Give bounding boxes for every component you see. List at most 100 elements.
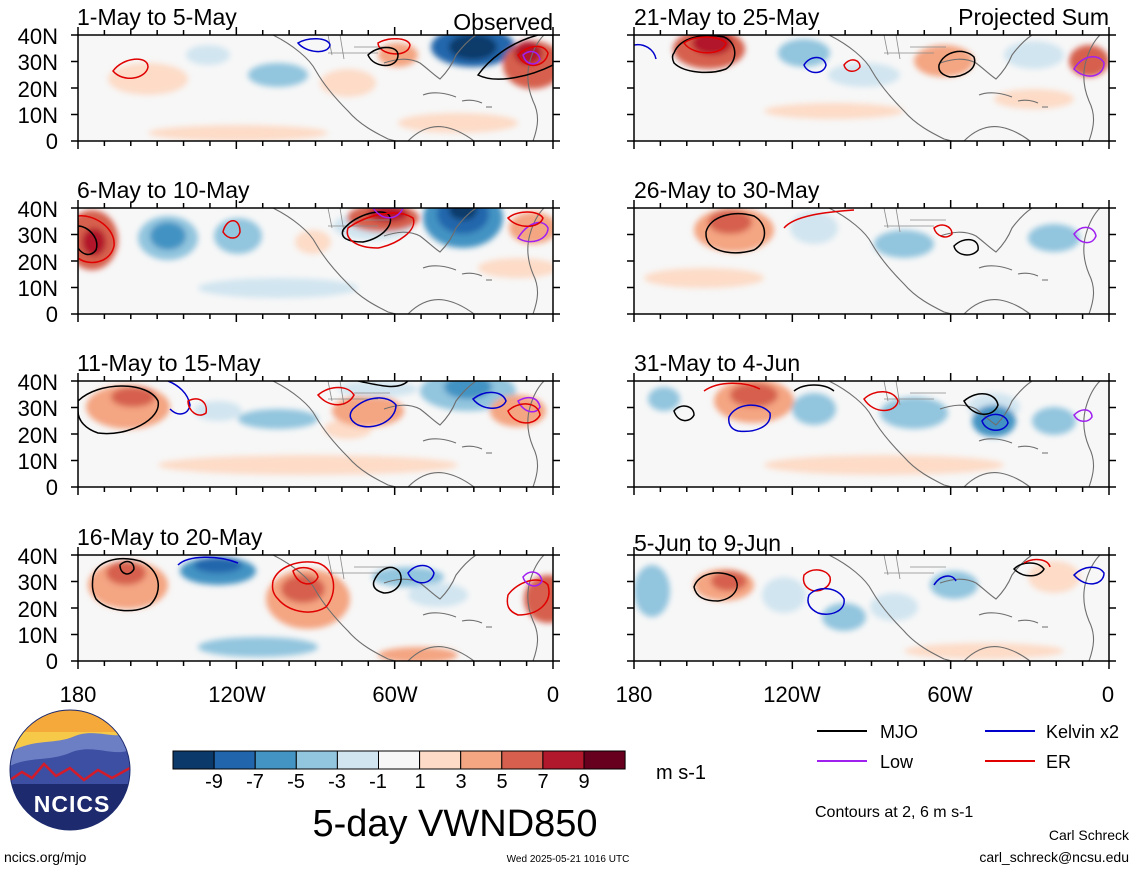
wave-contour — [292, 566, 319, 585]
colorbar-swatch — [542, 750, 585, 770]
wind-anomaly-shading — [764, 103, 904, 119]
colorbar-swatch — [501, 750, 544, 770]
wind-anomaly-shading — [822, 603, 866, 631]
map-panels — [71, 27, 1116, 669]
wave-contour — [471, 391, 507, 409]
axis-ticks — [71, 373, 560, 495]
lon-tick-label: 120W — [208, 682, 266, 707]
wave-contour — [953, 238, 979, 256]
coastline — [422, 92, 492, 108]
product-title: 5-day VWND850 — [312, 803, 597, 845]
observed-header: Observed — [453, 9, 553, 35]
wave-contour — [522, 571, 543, 587]
legend-label-er: ER — [1046, 752, 1071, 772]
wind-anomaly-shading — [490, 395, 546, 427]
state-borders — [327, 208, 390, 233]
panel-title: 21-May to 25-May — [634, 4, 820, 30]
colorbar-swatch — [336, 750, 379, 770]
colorbar-tick-label: 3 — [455, 771, 466, 793]
lon-tick-label: 60W — [372, 682, 417, 707]
lat-tick-label: 30N — [18, 570, 58, 595]
colorbar-swatch — [254, 750, 297, 770]
wind-anomaly-shading — [634, 565, 670, 617]
panel-title: 5-Jun to 9-Jun — [634, 530, 781, 556]
coastline — [828, 555, 1101, 661]
colorbar-tick-label: -7 — [246, 771, 264, 793]
wind-anomaly-shading — [198, 278, 358, 298]
map-panel — [71, 373, 560, 495]
wave-contour — [112, 58, 149, 79]
wind-anomaly-shading — [198, 637, 318, 657]
wave-contour — [1073, 409, 1093, 422]
wave-contour — [506, 579, 550, 616]
wind-anomaly-shading — [332, 395, 404, 427]
panel-title: 16-May to 20-May — [77, 524, 263, 550]
colorbar-swatch — [295, 750, 338, 770]
wind-anomaly-shading — [398, 113, 518, 133]
axis-ticks — [71, 200, 560, 322]
wind-anomaly-shading — [994, 89, 1074, 109]
ncics-logo: NCICS — [9, 709, 131, 831]
lat-tick-label: 0 — [46, 475, 58, 500]
coastline — [828, 208, 1101, 314]
wind-anomaly-shading — [82, 228, 106, 256]
wind-anomaly-shading — [730, 383, 778, 407]
wind-anomaly-shading — [320, 69, 376, 97]
wave-contour — [682, 36, 727, 54]
coastline — [978, 612, 1048, 628]
wind-anomaly-shading — [880, 397, 948, 429]
wind-anomaly-shading — [972, 405, 1016, 437]
wave-contour — [981, 413, 1009, 431]
wind-anomaly-shading — [408, 583, 468, 607]
lat-axis-labels: 40N 30N 20N 10N 0 40N 30N 20N 10N 0 40N … — [18, 24, 58, 674]
colorbar-tick-label: 9 — [578, 771, 589, 793]
lat-tick-label: 0 — [46, 649, 58, 674]
wave-contour — [963, 393, 999, 415]
wave-contour — [296, 38, 331, 53]
colorbar-swatch — [460, 750, 503, 770]
author-email: carl_schreck@ncsu.edu — [979, 849, 1129, 865]
coastline — [828, 381, 1101, 487]
wind-anomaly-shading — [708, 210, 752, 234]
wind-anomaly-shading — [1028, 561, 1080, 593]
wave-contour — [793, 384, 835, 392]
colorbar-swatch — [583, 750, 626, 770]
wave-contour — [78, 385, 159, 435]
wind-anomaly-shading — [437, 208, 489, 234]
legend-label-kelvin: Kelvin x2 — [1046, 722, 1119, 742]
contour-note: Contours at 2, 6 m s-1 — [815, 804, 973, 821]
wind-anomaly-shading — [295, 230, 331, 254]
wave-contour — [222, 220, 241, 239]
wave-contour — [506, 211, 544, 227]
wind-anomaly-shading — [449, 208, 477, 220]
wind-anomaly-shading — [792, 393, 836, 425]
wave-contour — [705, 212, 766, 254]
wave-contour — [703, 382, 761, 392]
wind-anomaly-shading — [281, 575, 325, 603]
wave-contour — [1073, 56, 1105, 77]
colorbar-tick-label: -3 — [328, 771, 346, 793]
map-panel — [71, 200, 560, 322]
state-borders — [883, 208, 946, 233]
colorbar-tick-label: 1 — [414, 771, 425, 793]
wind-anomaly-shading — [148, 125, 328, 141]
lon-axis-labels: 180 120W 60W 0 180 120W 60W 0 — [60, 682, 1114, 707]
site-url: ncics.org/mjo — [4, 849, 87, 865]
axis-ticks — [627, 200, 1116, 322]
wind-anomaly-shading — [930, 571, 978, 599]
coastline — [272, 208, 545, 314]
wave-contour — [349, 397, 397, 428]
lon-tick-label: 180 — [616, 682, 653, 707]
coastline — [978, 265, 1048, 281]
coastline — [978, 438, 1048, 454]
wind-anomaly-shading — [158, 455, 458, 475]
wind-anomaly-shading — [914, 45, 974, 77]
wind-anomaly-shading — [478, 258, 553, 278]
colorbar-tick-label: -1 — [369, 771, 387, 793]
wave-contour — [516, 221, 549, 243]
wind-anomaly-shading — [111, 387, 155, 407]
wave-contour — [843, 59, 861, 72]
wave-contour — [863, 391, 899, 412]
wave-contour — [187, 398, 208, 416]
lon-tick-label: 120W — [763, 682, 821, 707]
